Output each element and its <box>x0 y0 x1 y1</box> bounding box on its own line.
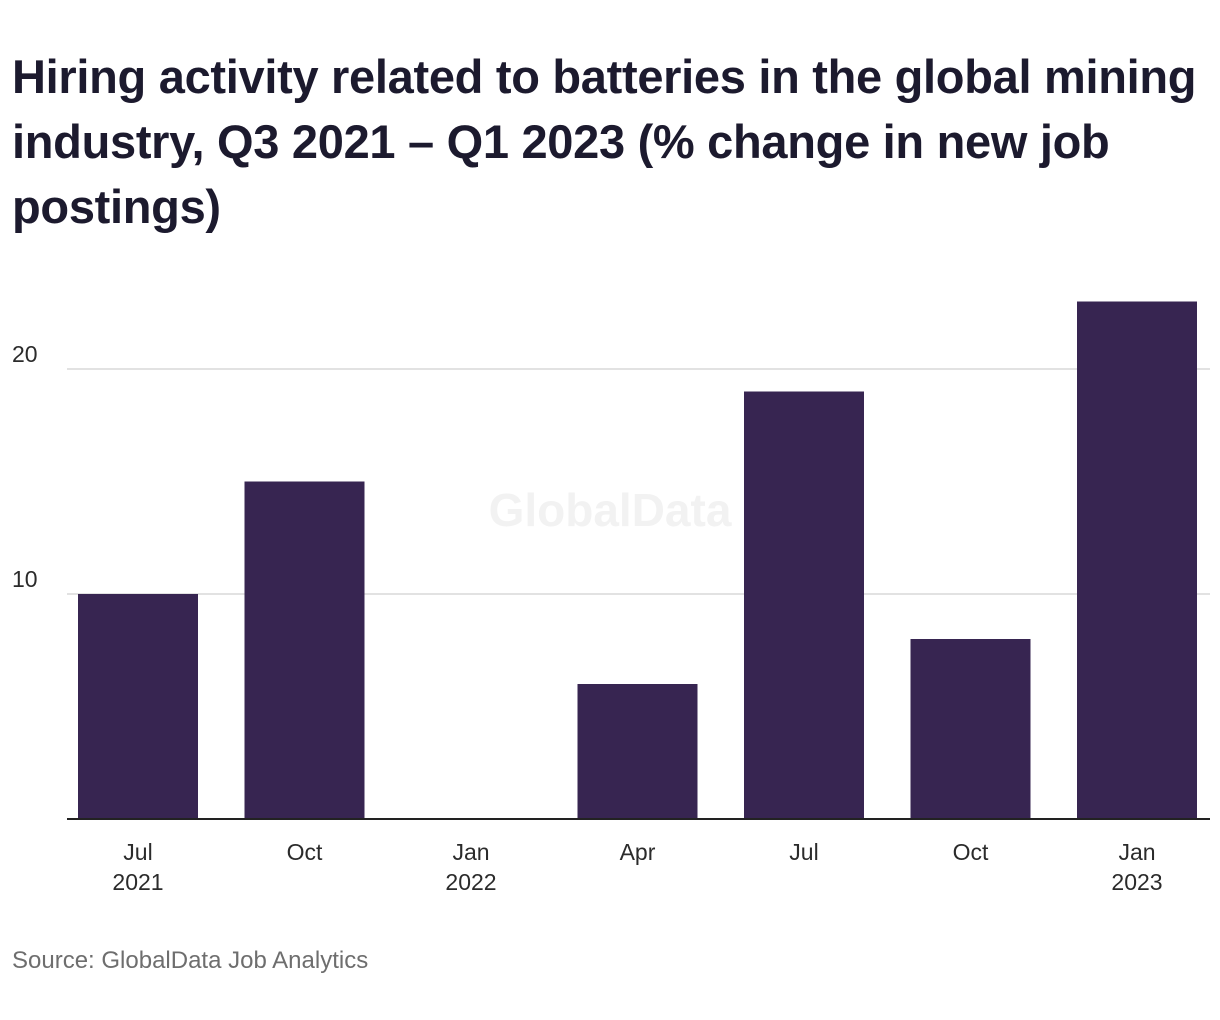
y-tick-label: 20 <box>12 341 38 367</box>
chart-title: Hiring activity related to batteries in … <box>12 50 1197 233</box>
x-tick-label: Oct <box>287 839 323 865</box>
x-tick-year-label: 2021 <box>112 869 163 895</box>
x-tick-year-label: 2022 <box>445 869 496 895</box>
x-tick-year-label: 2023 <box>1111 869 1162 895</box>
y-tick-label: 10 <box>12 566 38 592</box>
x-tick-label: Jan <box>452 839 489 865</box>
bar <box>1077 301 1197 819</box>
bar <box>744 391 864 819</box>
x-axis-labels: Jul 2021 Oct Jan 2022 Apr Jul Oct Jan 2023 <box>112 839 1162 895</box>
bar <box>78 594 198 819</box>
x-tick-label: Oct <box>953 839 989 865</box>
x-tick-label: Jan <box>1118 839 1155 865</box>
bar <box>910 639 1031 819</box>
x-tick-label: Jul <box>789 839 818 865</box>
watermark: GlobalData <box>489 484 732 536</box>
bar <box>244 481 365 819</box>
x-tick-label: Apr <box>620 839 656 865</box>
grid-layer: 10 20 <box>12 341 1210 595</box>
source-note: Source: GlobalData Job Analytics <box>12 947 369 974</box>
x-tick-label: Jul <box>123 839 152 865</box>
bar <box>577 684 698 819</box>
bar-layer <box>78 301 1197 819</box>
